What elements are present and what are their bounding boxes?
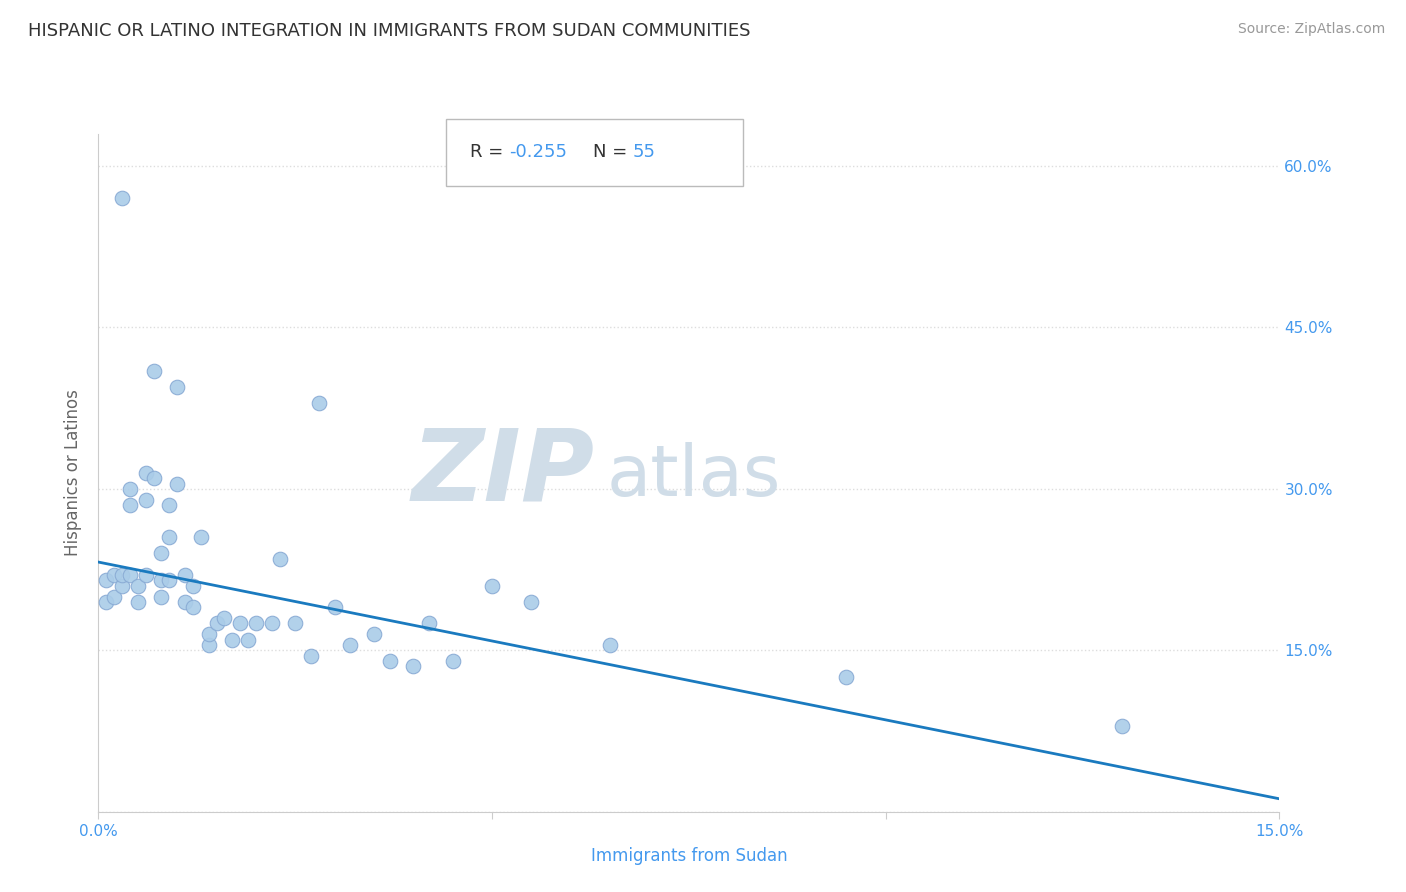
Point <box>166 379 188 393</box>
Point <box>174 568 197 582</box>
Point <box>441 654 464 668</box>
Point <box>142 363 165 377</box>
Point <box>308 396 330 410</box>
Point <box>205 616 228 631</box>
Text: atlas: atlas <box>606 442 780 510</box>
Point <box>150 574 173 588</box>
Point <box>599 638 621 652</box>
Point <box>481 579 503 593</box>
Point <box>418 616 440 631</box>
X-axis label: Immigrants from Sudan: Immigrants from Sudan <box>591 847 787 865</box>
Text: N =: N = <box>593 144 633 161</box>
Y-axis label: Hispanics or Latinos: Hispanics or Latinos <box>65 389 83 557</box>
Point <box>118 482 141 496</box>
Point <box>1111 718 1133 732</box>
Point <box>181 579 204 593</box>
Point <box>402 659 425 673</box>
Text: 55: 55 <box>633 144 655 161</box>
Point <box>157 530 180 544</box>
Point <box>157 574 180 588</box>
Point <box>142 471 165 485</box>
Point <box>323 600 346 615</box>
Point <box>190 530 212 544</box>
Point <box>520 595 543 609</box>
Point <box>835 670 858 684</box>
Point <box>236 632 259 647</box>
Point <box>363 627 385 641</box>
Text: ZIP: ZIP <box>412 425 595 521</box>
Point <box>174 595 197 609</box>
Point <box>245 616 267 631</box>
Point <box>284 616 307 631</box>
Text: Source: ZipAtlas.com: Source: ZipAtlas.com <box>1237 22 1385 37</box>
Point <box>135 466 157 480</box>
Text: HISPANIC OR LATINO INTEGRATION IN IMMIGRANTS FROM SUDAN COMMUNITIES: HISPANIC OR LATINO INTEGRATION IN IMMIGR… <box>28 22 751 40</box>
Point <box>260 616 283 631</box>
Point <box>111 579 134 593</box>
Point <box>135 568 157 582</box>
Point <box>96 595 118 609</box>
Point <box>150 546 173 560</box>
Point <box>197 627 219 641</box>
Point <box>127 595 149 609</box>
Point <box>135 492 157 507</box>
Point <box>157 498 180 512</box>
Point <box>118 568 141 582</box>
Point <box>269 552 291 566</box>
Point <box>214 611 236 625</box>
Point <box>221 632 243 647</box>
Point <box>166 476 188 491</box>
Point <box>229 616 252 631</box>
Point <box>127 579 149 593</box>
Point <box>150 590 173 604</box>
Point <box>118 498 141 512</box>
Point <box>111 568 134 582</box>
Point <box>103 590 125 604</box>
Text: -0.255: -0.255 <box>509 144 567 161</box>
Point <box>378 654 401 668</box>
Point <box>181 600 204 615</box>
Text: R =: R = <box>470 144 509 161</box>
Point <box>96 574 118 588</box>
Point <box>299 648 322 663</box>
Point <box>111 191 134 205</box>
Point <box>103 568 125 582</box>
Point <box>197 638 219 652</box>
Point <box>339 638 361 652</box>
